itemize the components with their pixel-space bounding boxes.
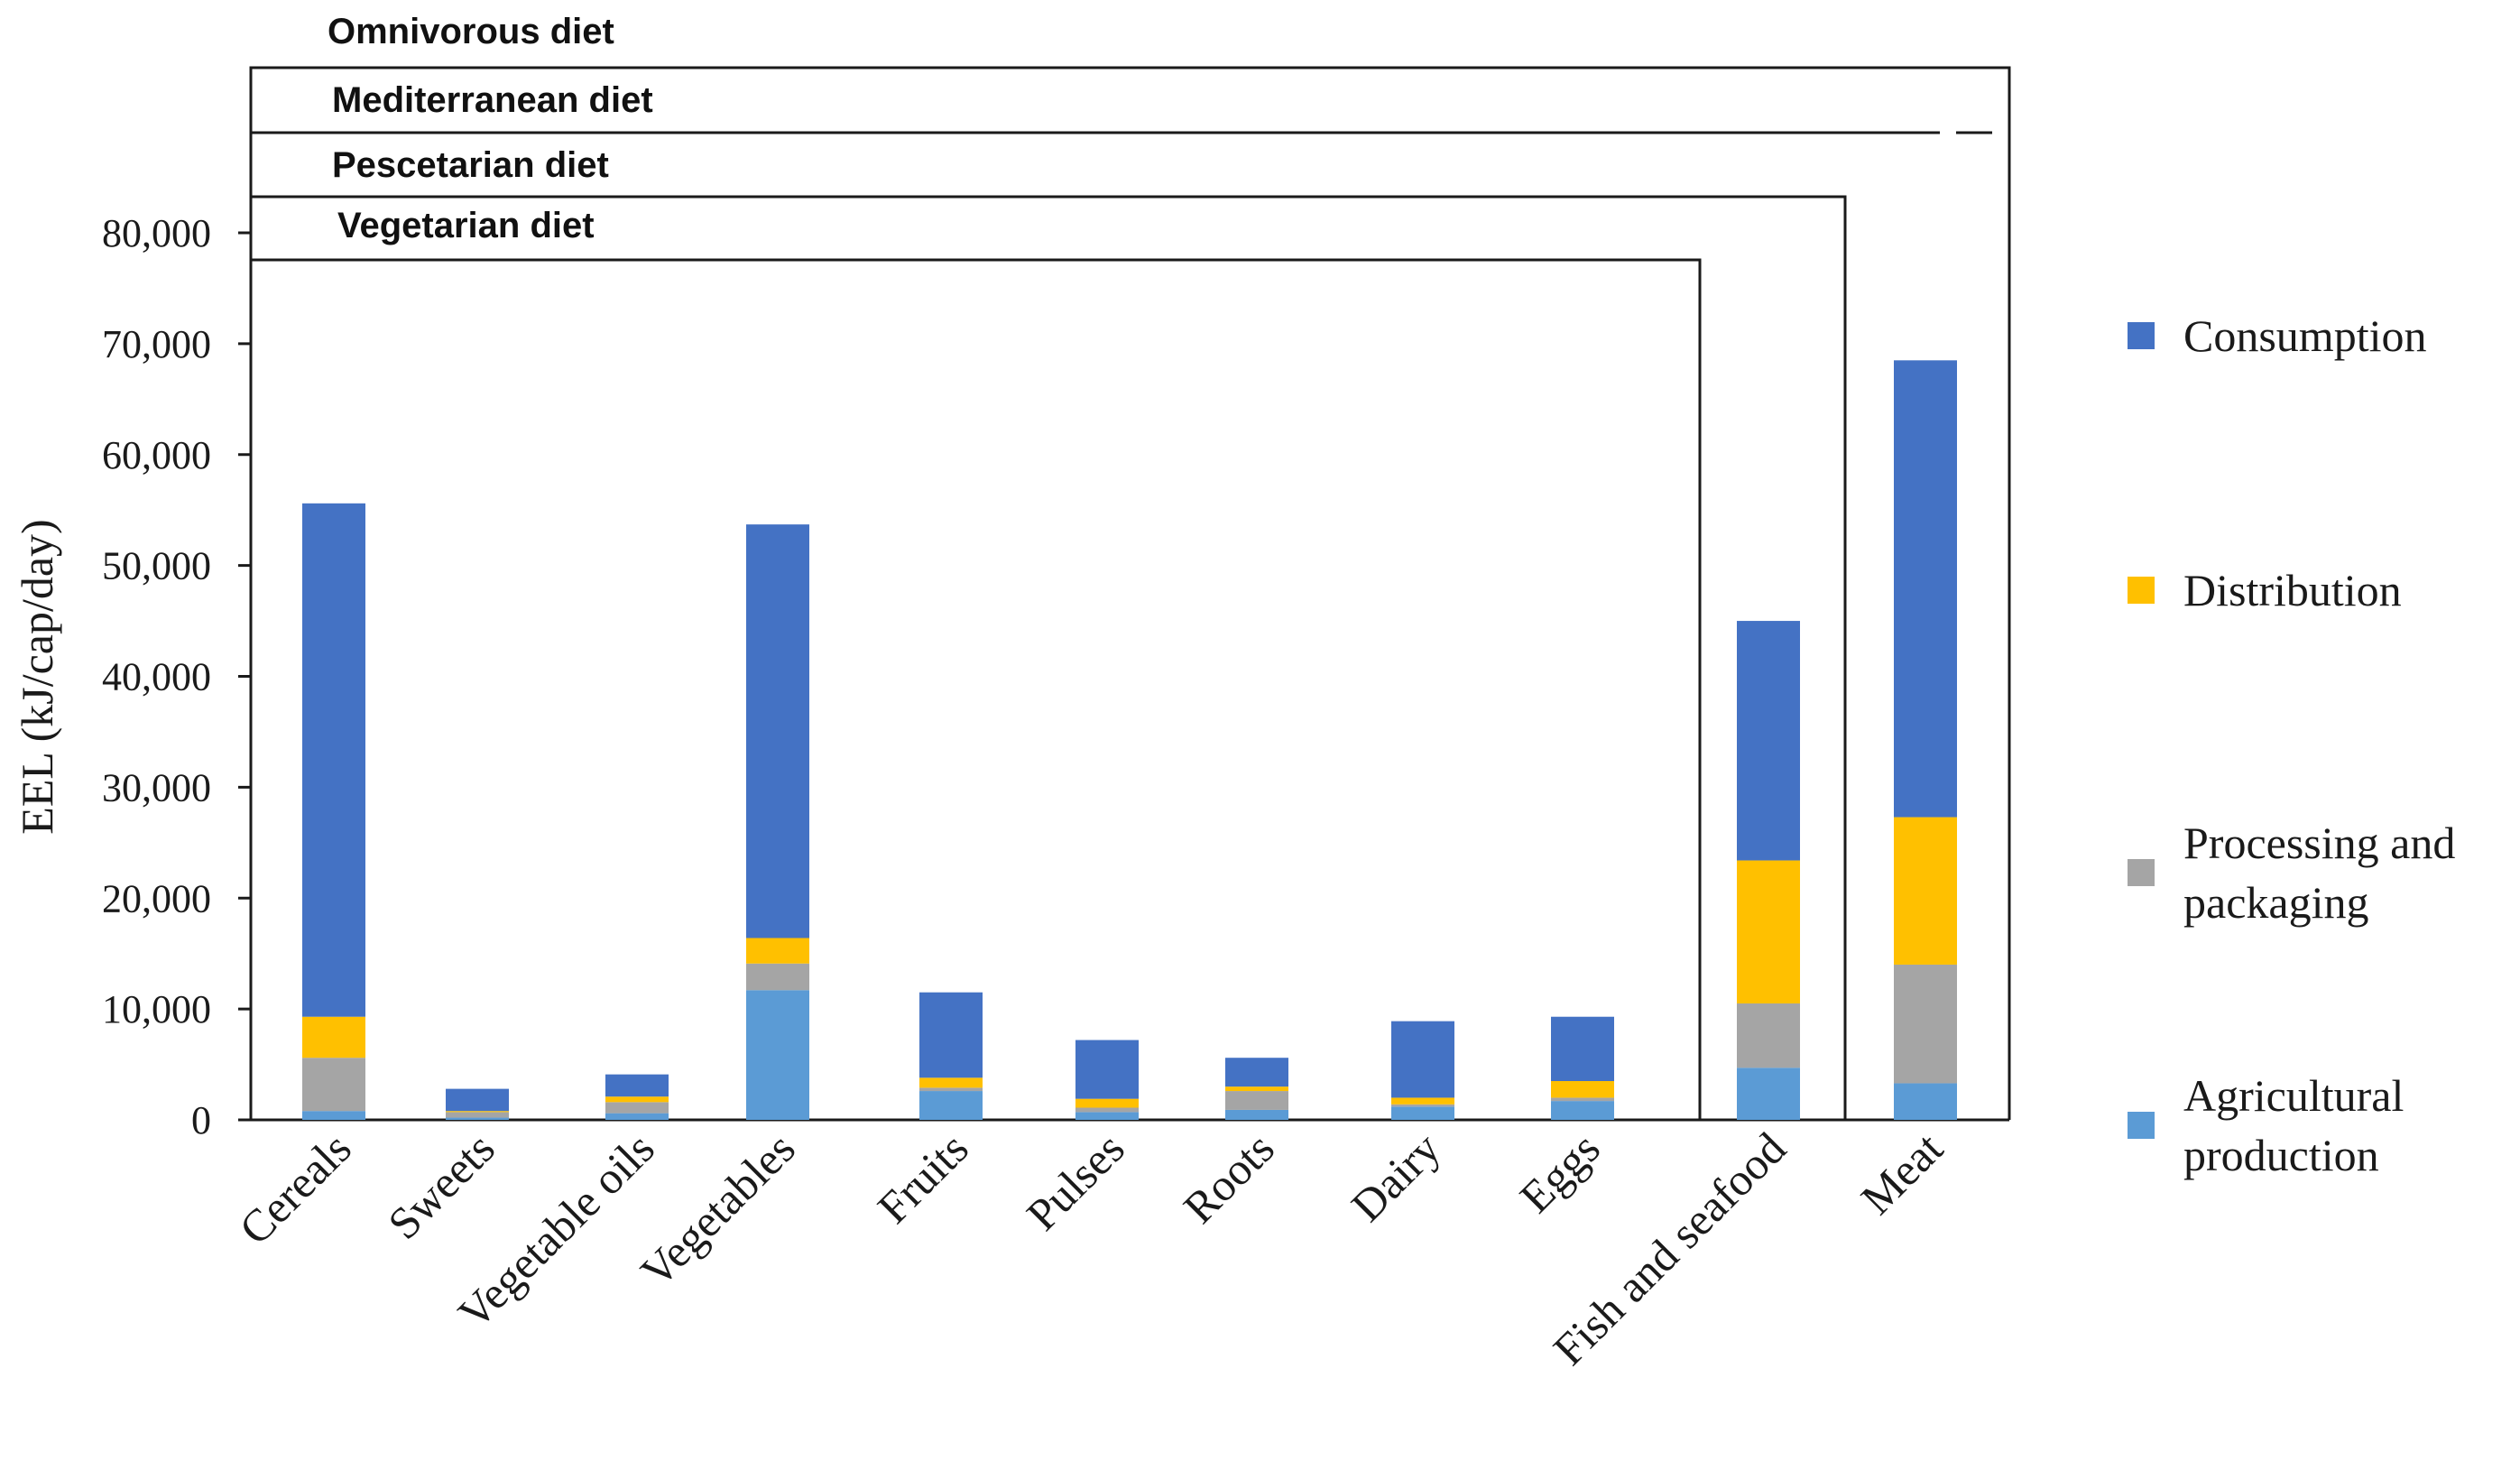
bar-segment-consumption bbox=[1075, 1040, 1139, 1099]
y-tick-label: 10,000 bbox=[102, 987, 211, 1031]
bar-segment-processing-and-packaging bbox=[1225, 1091, 1288, 1110]
legend-label: Distribution bbox=[2183, 565, 2402, 615]
y-axis-title: EEL (kJ/cap/day) bbox=[12, 519, 62, 834]
bar-segment-agricultural-production bbox=[746, 990, 809, 1120]
legend-label: Consumption bbox=[2183, 310, 2426, 361]
bar-segment-processing-and-packaging bbox=[1391, 1104, 1454, 1107]
bar-segment-distribution bbox=[302, 1016, 365, 1059]
legend-entry: Consumption bbox=[2128, 310, 2426, 361]
bar-segment-agricultural-production bbox=[1894, 1083, 1957, 1120]
legend: Consumption Distribution Processing and pac… bbox=[2128, 310, 2455, 1180]
bar-stack-fish-and-seafood bbox=[1737, 621, 1800, 1120]
y-tick-label: 50,000 bbox=[102, 544, 211, 588]
bar-segment-distribution bbox=[746, 938, 809, 964]
bar-stack-roots bbox=[1225, 1058, 1288, 1120]
diet-label-vegetarian: Vegetarian diet bbox=[337, 206, 595, 245]
bar-segment-distribution bbox=[1225, 1086, 1288, 1092]
bar-segment-distribution bbox=[1737, 860, 1800, 1003]
bar-stack-vegetable-oils bbox=[605, 1074, 669, 1120]
y-tick-label: 20,000 bbox=[102, 876, 211, 920]
bar-segment-agricultural-production bbox=[302, 1111, 365, 1120]
bar-segment-agricultural-production bbox=[1075, 1112, 1139, 1120]
legend-swatch bbox=[2128, 577, 2155, 604]
bar-segment-agricultural-production bbox=[1391, 1106, 1454, 1120]
bar-segment-agricultural-production bbox=[1225, 1109, 1288, 1120]
diet-label-pescetarian: Pescetarian diet bbox=[332, 145, 609, 185]
bar-segment-consumption bbox=[919, 992, 983, 1078]
bar-segment-processing-and-packaging bbox=[746, 963, 809, 991]
x-tick-label: Sweets bbox=[378, 1123, 504, 1249]
legend-swatch bbox=[2128, 859, 2155, 886]
legend-label: Agricultural production bbox=[2183, 1070, 2404, 1180]
bar-segment-agricultural-production bbox=[1737, 1068, 1800, 1120]
bar-stack-meat bbox=[1894, 360, 1957, 1120]
bar-segment-consumption bbox=[605, 1074, 669, 1097]
bar-segment-agricultural-production bbox=[446, 1117, 509, 1120]
bar-segment-consumption bbox=[302, 503, 365, 1017]
legend-entry: Agricultural production bbox=[2128, 1070, 2404, 1180]
bar-segment-distribution bbox=[1391, 1097, 1454, 1105]
bar-segment-agricultural-production bbox=[1551, 1101, 1614, 1120]
x-tick-label: Vegetables bbox=[631, 1123, 805, 1297]
bar-segment-consumption bbox=[1894, 360, 1957, 818]
bar-segment-consumption bbox=[746, 524, 809, 938]
x-tick-label: Roots bbox=[1174, 1123, 1284, 1233]
bar-stack-fruits bbox=[919, 992, 983, 1120]
bar-segment-consumption bbox=[1225, 1058, 1288, 1087]
bar-stack-cereals bbox=[302, 503, 365, 1120]
bar-stacks bbox=[302, 360, 1957, 1120]
bar-segment-consumption bbox=[446, 1088, 509, 1112]
bar-segment-processing-and-packaging bbox=[1737, 1003, 1800, 1068]
bar-stack-dairy bbox=[1391, 1021, 1454, 1120]
y-tick-label: 30,000 bbox=[102, 765, 211, 809]
bar-segment-consumption bbox=[1737, 621, 1800, 861]
bar-segment-processing-and-packaging bbox=[446, 1112, 509, 1118]
bar-segment-processing-and-packaging bbox=[919, 1087, 983, 1092]
x-tick-label: Meat bbox=[1851, 1123, 1952, 1224]
x-tick-label: Dairy bbox=[1342, 1123, 1450, 1231]
y-tick-label: 40,000 bbox=[102, 655, 211, 699]
diet-label-omnivorous: Omnivorous diet bbox=[328, 12, 614, 51]
legend-entry: Distribution bbox=[2128, 565, 2402, 615]
bar-segment-agricultural-production bbox=[919, 1091, 983, 1120]
diet-label-mediterranean: Mediterranean diet bbox=[332, 80, 653, 120]
y-axis-ticks: 0 10,000 20,000 30,000 40,000 50,000 60,000 70,… bbox=[102, 211, 251, 1142]
bar-segment-processing-and-packaging bbox=[1075, 1107, 1139, 1113]
x-tick-label: Cereals bbox=[229, 1123, 361, 1254]
y-tick-label: 60,000 bbox=[102, 433, 211, 477]
legend-entry: Processing and packaging bbox=[2128, 818, 2455, 928]
bar-segment-consumption bbox=[1551, 1016, 1614, 1081]
y-tick-label: 0 bbox=[191, 1098, 211, 1142]
bar-segment-distribution bbox=[1894, 817, 1957, 965]
bar-segment-consumption bbox=[1391, 1021, 1454, 1098]
x-tick-label: Eggs bbox=[1509, 1123, 1609, 1222]
bar-segment-distribution bbox=[1551, 1080, 1614, 1098]
bar-segment-processing-and-packaging bbox=[605, 1102, 669, 1114]
x-tick-label: Pulses bbox=[1017, 1123, 1134, 1240]
bar-stack-eggs bbox=[1551, 1016, 1614, 1120]
pescetarian-diet-frame bbox=[251, 195, 1847, 1120]
y-tick-label: 80,000 bbox=[102, 211, 211, 255]
legend-swatch bbox=[2128, 1112, 2155, 1139]
y-tick-label: 70,000 bbox=[102, 322, 211, 366]
bar-segment-distribution bbox=[919, 1077, 983, 1088]
bar-stack-sweets bbox=[446, 1088, 509, 1120]
bar-segment-agricultural-production bbox=[605, 1113, 669, 1120]
bar-segment-processing-and-packaging bbox=[1894, 964, 1957, 1084]
bar-segment-distribution bbox=[1075, 1098, 1139, 1108]
bar-stack-pulses bbox=[1075, 1040, 1139, 1120]
bar-segment-distribution bbox=[605, 1096, 669, 1103]
bar-stack-vegetables bbox=[746, 524, 809, 1120]
bar-segment-processing-and-packaging bbox=[1551, 1097, 1614, 1102]
bar-segment-processing-and-packaging bbox=[302, 1058, 365, 1112]
legend-label: Processing and packaging bbox=[2183, 818, 2455, 928]
vegetarian-diet-frame bbox=[251, 258, 1702, 1120]
x-tick-label: Fruits bbox=[868, 1123, 978, 1233]
legend-swatch bbox=[2128, 322, 2155, 349]
bar-segment-distribution bbox=[446, 1111, 509, 1113]
